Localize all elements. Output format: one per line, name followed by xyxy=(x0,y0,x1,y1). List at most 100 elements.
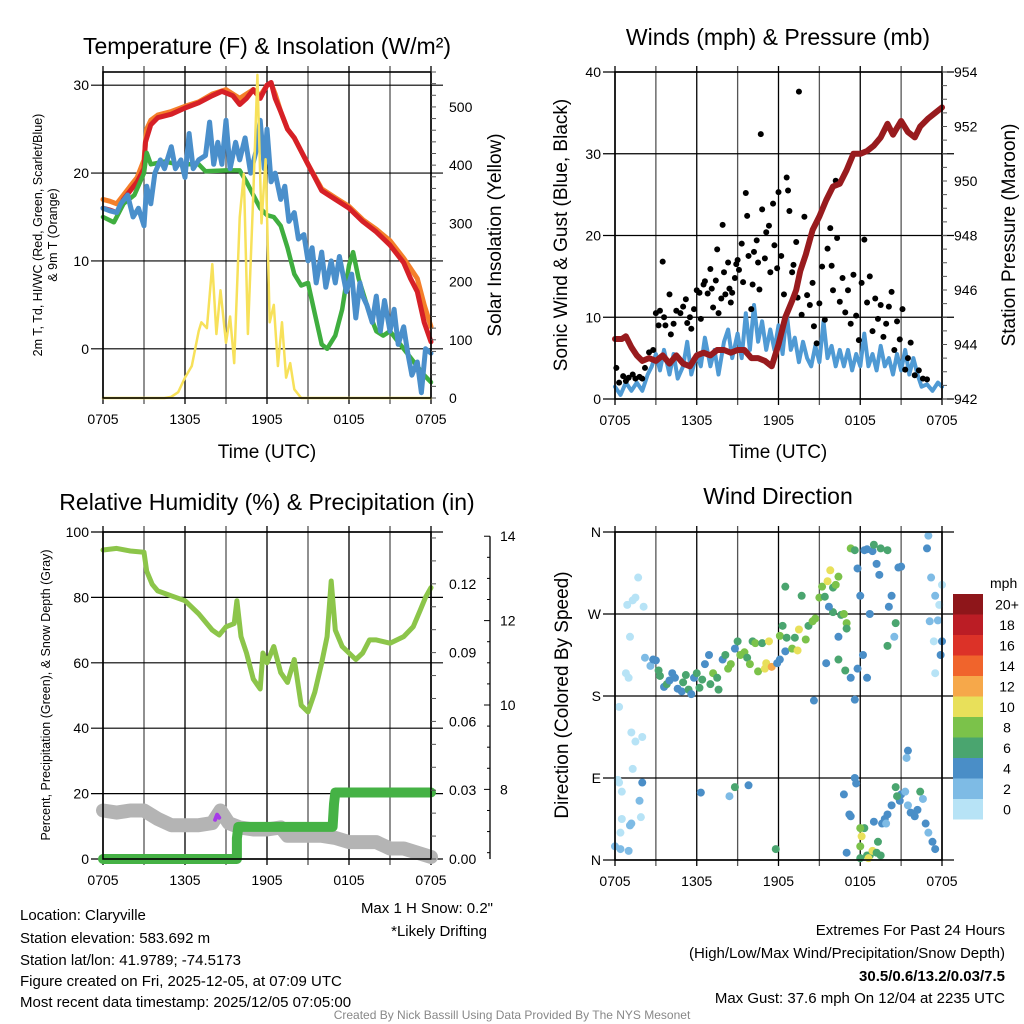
wind-direction-point xyxy=(687,690,696,699)
wind-direction-point xyxy=(726,660,735,669)
wind-direction-point xyxy=(831,580,840,589)
pressure-tick-label: 948 xyxy=(954,228,978,244)
wind-direction-point xyxy=(869,540,878,549)
temperature-ylabel-line1: 2m T, Td, HI/WC (Red, Green, Scarlet/Blu… xyxy=(31,114,45,357)
wind-direction-point xyxy=(733,637,742,646)
wind-direction-point xyxy=(670,673,679,682)
extremes-title: Extremes For Past 24 Hours xyxy=(816,922,1005,939)
solar-ylabel: Solar Insolation (Yellow) xyxy=(485,133,506,336)
wind-direction-point xyxy=(916,787,925,796)
wind-direction-point xyxy=(636,813,645,822)
legend-swatch xyxy=(953,758,983,779)
gust-point xyxy=(656,307,663,314)
legend-label: 2 xyxy=(1003,781,1011,797)
wind-direction-point xyxy=(628,764,637,773)
wind-direction-point xyxy=(846,812,855,821)
gust-point xyxy=(757,131,764,138)
wind-direction-chart-title: Wind Direction xyxy=(703,483,853,509)
wind-direction-point xyxy=(839,610,848,618)
humidity-tick-label: 20 xyxy=(73,786,89,802)
humidity-ylabel: Percent, Precipitation (Green), & Snow D… xyxy=(39,549,53,840)
temperature-tick-label: 10 xyxy=(73,253,89,269)
wind-direction-point xyxy=(872,559,881,568)
wind-direction-point xyxy=(797,591,806,600)
wind-direction-point xyxy=(617,815,626,823)
gust-point xyxy=(748,306,755,313)
wind-direction-point xyxy=(775,631,784,640)
wind-direction-point xyxy=(850,546,859,555)
gust-point xyxy=(722,291,729,298)
temperature-tick-label: 30 xyxy=(73,77,89,93)
gust-point xyxy=(718,295,725,302)
series-station-pressure xyxy=(612,104,945,370)
legend-label: 20+ xyxy=(995,596,1019,612)
wind-direction-point xyxy=(744,781,753,790)
gust-point xyxy=(834,234,841,241)
gust-point xyxy=(740,279,747,286)
gust-point xyxy=(686,314,693,321)
gust-point xyxy=(704,290,711,297)
gust-point xyxy=(783,174,790,181)
time-tick-label: 0705 xyxy=(87,872,118,888)
wind-direction-point xyxy=(631,737,640,746)
pressure-tick-label: 942 xyxy=(954,391,978,407)
wind-direction-point xyxy=(931,845,940,854)
gust-point xyxy=(750,248,757,255)
wind-direction-point xyxy=(842,619,851,628)
gust-point xyxy=(785,187,792,194)
legend-swatch xyxy=(953,778,983,799)
gust-point xyxy=(659,258,666,265)
wind-direction-point xyxy=(883,546,892,555)
gust-point xyxy=(902,366,909,373)
wind-ylabel: Sonic Wind & Gust (Blue, Black) xyxy=(551,99,572,371)
wind-direction-point xyxy=(887,801,896,810)
wind-direction-point xyxy=(696,788,705,797)
elevation-text: Station elevation: 583.692 m xyxy=(20,930,210,947)
wind-direction-point xyxy=(869,817,878,826)
gust-point xyxy=(719,221,726,228)
gust-point xyxy=(684,319,691,326)
wind-direction-point xyxy=(705,651,714,659)
gust-point xyxy=(680,303,687,310)
gust-point xyxy=(836,298,843,305)
wind-direction-point xyxy=(771,845,780,854)
winds-chart-title: Winds (mph) & Pressure (mb) xyxy=(626,24,930,50)
gust-point xyxy=(885,303,892,310)
gust-point xyxy=(810,323,817,330)
wind-direction-point xyxy=(790,633,799,642)
gust-point xyxy=(774,265,781,272)
gust-point xyxy=(883,320,890,327)
wind-direction-point xyxy=(625,821,634,830)
gust-point xyxy=(729,289,736,296)
gust-point xyxy=(667,331,674,338)
wind-direction-point xyxy=(829,608,837,617)
wind-direction-point xyxy=(758,639,767,648)
time-tick-label: 0705 xyxy=(415,872,446,888)
wind-direction-point xyxy=(679,678,688,687)
wind-direction-point xyxy=(751,639,760,648)
wind-direction-point xyxy=(721,651,730,659)
gust-point xyxy=(731,275,738,282)
gust-point xyxy=(735,266,742,273)
gust-point xyxy=(712,277,719,284)
gust-point xyxy=(727,299,734,306)
wind-direction-point xyxy=(864,854,873,863)
gust-point xyxy=(899,306,906,313)
gust-point xyxy=(734,257,741,264)
winds-xlabel: Time (UTC) xyxy=(729,442,828,463)
gust-point xyxy=(707,266,714,273)
wind-direction-point xyxy=(615,778,624,787)
gust-point xyxy=(770,200,777,207)
gust-point xyxy=(780,291,787,298)
wind-direction-point xyxy=(842,624,851,633)
solar-tick-label: 500 xyxy=(449,99,473,115)
wind-direction-point xyxy=(883,641,892,650)
precip-tick-label: 0.03 xyxy=(449,782,476,798)
wind-direction-point xyxy=(921,819,930,828)
gust-point xyxy=(696,289,703,296)
time-tick-label: 0705 xyxy=(599,412,630,428)
gust-point xyxy=(858,279,865,286)
wind-direction-point xyxy=(918,794,927,803)
gust-point xyxy=(625,374,632,381)
